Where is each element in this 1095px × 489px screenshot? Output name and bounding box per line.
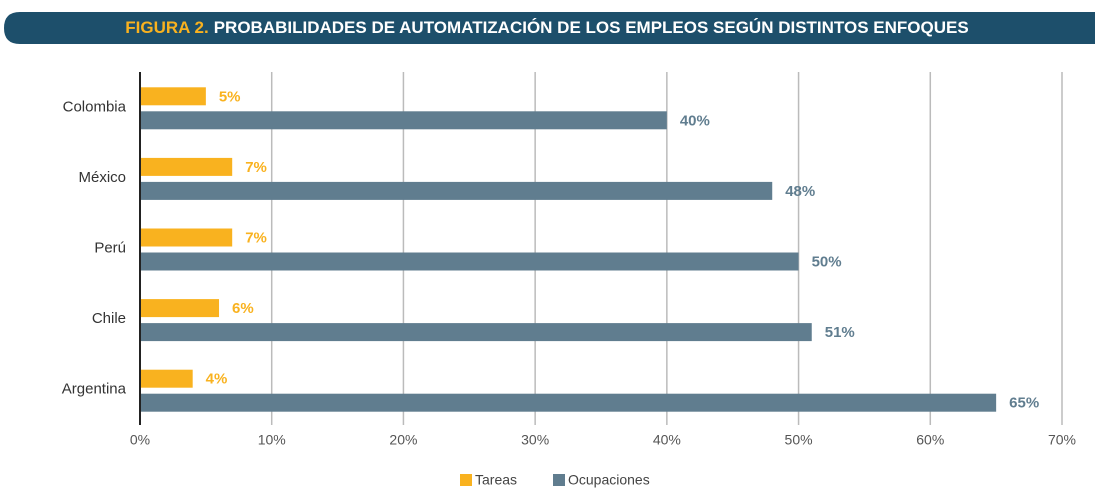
x-tick-label: 0% [130,432,150,448]
x-tick-label: 70% [1048,432,1076,448]
x-tick-label: 60% [916,432,944,448]
value-label: 7% [245,159,267,176]
title-label: FIGURA 2. [125,18,208,37]
bar [140,87,206,106]
bar [140,228,233,247]
y-tick-label: Argentina [62,381,127,398]
bar [140,111,667,130]
y-tick-label: México [78,169,126,186]
value-label: 6% [232,300,254,317]
bar [140,299,220,318]
bar [140,323,812,342]
x-tick-label: 40% [653,432,681,448]
value-label: 50% [812,253,842,270]
title-banner [4,12,1095,44]
x-tick-label: 30% [521,432,549,448]
legend-label: Ocupaciones [568,472,650,488]
value-label: 5% [219,88,241,105]
bar [140,369,193,388]
chart-title: FIGURA 2. PROBABILIDADES DE AUTOMATIZACIÓ… [125,18,968,37]
value-label: 4% [206,371,228,388]
value-label: 65% [1009,395,1039,412]
y-tick-label: Colombia [63,98,127,115]
value-label: 7% [245,229,267,246]
legend-swatch [553,474,565,486]
value-label: 51% [825,324,855,341]
legend-label: Tareas [475,472,517,488]
y-tick-label: Chile [92,310,126,327]
value-label: 40% [680,112,710,129]
x-tick-label: 50% [785,432,813,448]
x-tick-label: 10% [258,432,286,448]
bar [140,181,773,200]
bar [140,252,799,271]
value-label: 48% [785,183,815,200]
title-text: PROBABILIDADES DE AUTOMATIZACIÓN DE LOS … [214,18,969,37]
bar [140,157,233,176]
bar [140,393,997,412]
legend-swatch [460,474,472,486]
x-tick-label: 20% [389,432,417,448]
y-tick-label: Perú [94,239,126,256]
